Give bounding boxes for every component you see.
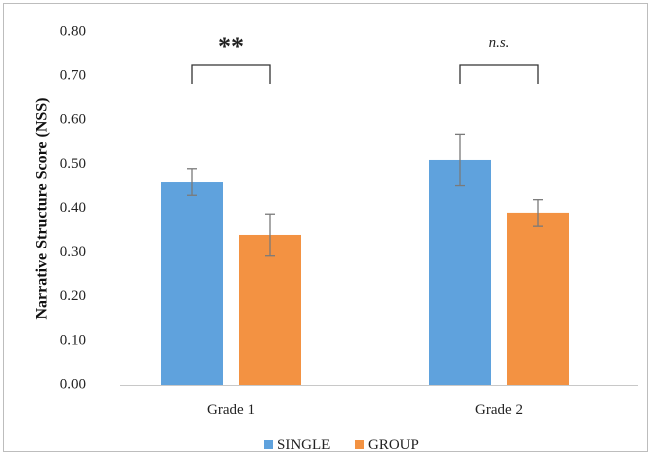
error-bar — [533, 199, 543, 227]
y-axis-title: Narrative Structure Score (NSS) — [34, 97, 51, 319]
x-tick-label: Grade 1 — [207, 402, 255, 418]
error-bars — [187, 133, 543, 257]
y-tick-label: 0.70 — [60, 68, 86, 84]
legend-label: GROUP — [368, 437, 419, 453]
y-tick-label: 0.40 — [60, 200, 86, 216]
y-tick-label: 0.50 — [60, 156, 86, 172]
legend-item-single: SINGLE — [264, 437, 330, 453]
y-tick-label: 0.20 — [60, 288, 86, 304]
bar-single-grade-2 — [429, 159, 491, 385]
legend-item-group: GROUP — [355, 437, 419, 453]
error-bar — [187, 168, 197, 196]
significance-bracket — [191, 64, 271, 84]
bar-group-grade-2 — [507, 212, 569, 385]
y-tick-labels: 0.00 0.10 0.20 0.30 0.40 0.50 0.60 0.70 0.80 — [60, 23, 86, 392]
y-tick-label: 0.80 — [60, 23, 86, 39]
error-bar — [265, 213, 275, 257]
y-tick-label: 0.00 — [60, 376, 86, 392]
bars — [161, 159, 569, 385]
significance-label: n.s. — [489, 35, 510, 51]
bar-single-grade-1 — [161, 182, 223, 385]
significance-brackets: ** n.s. — [191, 32, 539, 84]
bar-group-grade-1 — [239, 234, 301, 385]
y-axis-title-group: Narrative Structure Score (NSS) — [34, 97, 51, 319]
significance-bracket — [459, 64, 539, 84]
x-tick-label: Grade 2 — [475, 402, 523, 418]
legend-swatch — [355, 440, 364, 449]
error-bar — [455, 133, 465, 187]
significance-label: ** — [218, 32, 244, 61]
y-tick-label: 0.30 — [60, 244, 86, 260]
legend-swatch — [264, 440, 273, 449]
legend: SINGLE GROUP — [264, 437, 419, 453]
x-tick-labels: Grade 1 Grade 2 — [207, 402, 523, 418]
legend-label: SINGLE — [277, 437, 330, 453]
y-tick-label: 0.60 — [60, 112, 86, 128]
y-tick-label: 0.10 — [60, 332, 86, 348]
